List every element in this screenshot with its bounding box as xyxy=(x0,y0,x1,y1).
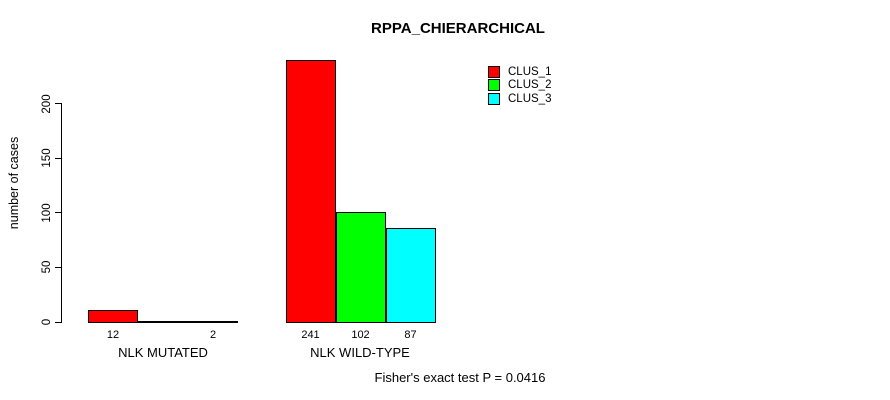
legend-item-clus_1: CLUS_1 xyxy=(488,66,551,78)
y-tick-mark xyxy=(55,157,62,159)
y-tick-mark xyxy=(55,266,62,268)
bar-zero-clus_2-0 xyxy=(138,321,188,323)
group-label-nlk-wild-type: NLK WILD-TYPE xyxy=(310,345,410,360)
legend-label: CLUS_3 xyxy=(508,92,552,105)
legend-swatch-clus_2 xyxy=(488,79,500,92)
y-tick-mark xyxy=(55,321,62,323)
legend-label: CLUS_1 xyxy=(508,66,552,78)
bar-value-label: 241 xyxy=(301,329,320,341)
bar-value-label: 12 xyxy=(106,329,120,341)
y-tick-label: 100 xyxy=(41,203,53,223)
bar-clus_3-1 xyxy=(385,228,436,323)
bar-clus_1-0 xyxy=(88,310,138,323)
chart-title: RPPA_CHIERARCHICAL xyxy=(371,20,545,37)
y-tick-label: 200 xyxy=(41,93,53,114)
y-tick-mark xyxy=(55,212,62,214)
legend-item-clus_3: CLUS_3 xyxy=(488,92,552,105)
bar-clus_3-0 xyxy=(188,321,238,323)
y-tick-label: 0 xyxy=(41,318,53,326)
legend-swatch-clus_1 xyxy=(488,66,500,78)
bar-clus_2-1 xyxy=(335,212,386,323)
bar-clus_1-1 xyxy=(285,60,336,323)
bar-value-label: 87 xyxy=(404,329,417,341)
bar-value-label: 102 xyxy=(351,329,370,341)
group-label-nlk-mutated: NLK MUTATED xyxy=(118,345,208,360)
bar-value-label: 2 xyxy=(209,329,217,341)
y-tick-label: 150 xyxy=(41,148,53,168)
legend-swatch-clus_3 xyxy=(488,92,500,105)
legend-item-clus_2: CLUS_2 xyxy=(488,79,552,92)
fisher-test-note: Fisher's exact test P = 0.0416 xyxy=(374,370,546,385)
legend-label: CLUS_2 xyxy=(508,79,552,92)
y-tick-mark xyxy=(55,103,62,104)
y-tick-label: 50 xyxy=(41,260,53,274)
